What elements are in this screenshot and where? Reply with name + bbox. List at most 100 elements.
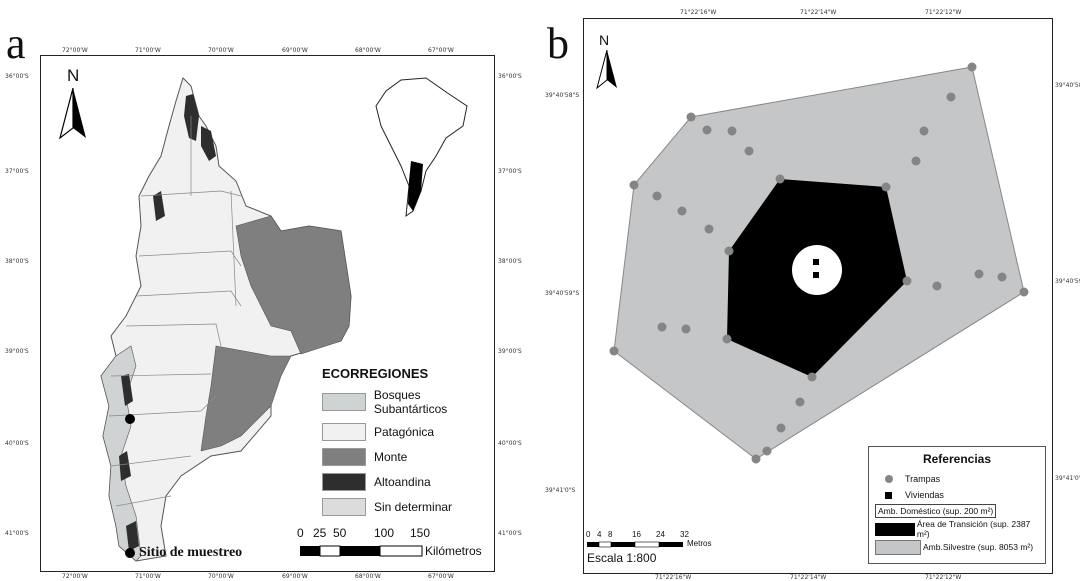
legend-label: Altoandina	[374, 475, 431, 489]
legend-label: Monte	[374, 450, 408, 464]
legend-swatch	[322, 423, 366, 441]
coord-tick-label: 36°00'S	[5, 73, 29, 80]
panel-b-scalebar: 0 4 8 16 24 32 Metros Escala 1:800	[586, 530, 747, 570]
coord-tick-label: 39°41'0"S	[1055, 475, 1080, 482]
trap-point	[967, 62, 977, 72]
trap-point	[946, 92, 956, 102]
trap-point	[776, 423, 786, 433]
panel-a-map-frame	[40, 55, 495, 572]
north-arrow-icon	[58, 88, 86, 140]
panel-a-north-arrow: N	[56, 66, 96, 146]
coord-tick-label: 70°00'W	[208, 573, 234, 580]
panel-b-letter: b	[547, 19, 569, 68]
house-marker	[813, 272, 819, 278]
trap-point	[744, 146, 754, 156]
north-label: N	[67, 66, 80, 85]
coord-tick-label: 69°00'W	[282, 573, 308, 580]
legend-title: ECORREGIONES	[322, 366, 429, 381]
coord-tick-label: 37°00'S	[5, 168, 29, 175]
ref-transition: Área de Transición (sup. 2387 m²)	[869, 519, 1045, 539]
region-altoandina-4	[121, 374, 133, 406]
north-arrow-icon	[596, 50, 617, 90]
trap-point	[657, 322, 667, 332]
legend-swatch	[322, 393, 366, 411]
coord-tick-label: 39°00'S	[5, 348, 29, 355]
ref-domestic: Amb. Doméstico (sup. 200 m²)	[869, 502, 1045, 520]
scale-tick-label: 50	[333, 526, 347, 540]
trap-point	[919, 126, 929, 136]
trap-point	[629, 180, 639, 190]
coord-tick-label: 68°00'W	[355, 47, 381, 54]
coord-tick-label: 71°22'12"W	[925, 9, 962, 16]
trap-point	[681, 324, 691, 334]
coord-tick-label: 41°00'S	[5, 530, 29, 537]
scale-tick-label: 100	[374, 526, 395, 540]
coord-tick-label: 71°22'16"W	[655, 574, 692, 581]
coord-tick-label: 67°00'W	[428, 573, 454, 580]
scale-tick-label: 0	[297, 526, 304, 540]
trap-point	[795, 397, 805, 407]
scale-tick-label: 16	[632, 530, 641, 539]
trap-point	[932, 281, 942, 291]
trap-point	[751, 454, 761, 464]
coord-tick-label: 38°00'S	[5, 258, 29, 265]
trap-point	[724, 246, 734, 256]
scale-tick-label: 0	[586, 530, 591, 539]
province-outline	[100, 77, 352, 562]
region-altoandina-2	[201, 126, 216, 161]
area-domestic	[792, 245, 842, 295]
house-icon	[885, 491, 892, 499]
coord-tick-label: 39°41'0"S	[545, 487, 576, 494]
scale-tick-label: 4	[597, 530, 602, 539]
ref-traps-label: Trampas	[905, 474, 941, 484]
coord-tick-label: 70°00'W	[208, 47, 234, 54]
legend-item: Bosques Subantárticos	[322, 388, 497, 416]
references-title: Referencias	[922, 452, 992, 466]
trap-point	[686, 112, 696, 122]
coord-tick-label: 37°00'S	[498, 168, 522, 175]
ref-houses: Viviendas	[869, 488, 1045, 502]
coord-tick-label: 39°40'59"S	[545, 290, 580, 297]
trap-point	[911, 156, 921, 166]
legend-item: Altoandina	[322, 473, 497, 491]
scalebar-graphic	[300, 545, 423, 557]
scale-unit: Metros	[687, 539, 712, 548]
trap-point	[704, 224, 714, 234]
trap-point	[727, 126, 737, 136]
legend-label: Sin determinar	[374, 500, 453, 514]
ref-transition-swatch	[875, 522, 915, 536]
trap-point	[775, 174, 785, 184]
region-monte-2	[200, 345, 292, 452]
coord-tick-label: 68°00'W	[355, 573, 381, 580]
sample-site-label: Sitio de muestreo	[139, 545, 243, 560]
trap-point	[974, 269, 984, 279]
trap-point	[762, 446, 772, 456]
coord-tick-label: 71°00'W	[135, 573, 161, 580]
trap-point	[609, 346, 619, 356]
coord-tick-label: 39°40'58"S	[1055, 82, 1080, 89]
region-altoandina-6	[126, 521, 139, 551]
ref-wild-swatch	[875, 539, 921, 555]
north-label: N	[599, 32, 610, 48]
ecoregion-legend: ECORREGIONES Bosques Subantárticos Patagó…	[322, 366, 497, 516]
trap-icon	[885, 475, 893, 483]
legend-label: Bosques Subantárticos	[373, 388, 448, 416]
ref-domestic-swatch: Amb. Doméstico (sup. 200 m²)	[875, 504, 997, 518]
legend-label: Patagónica	[374, 425, 435, 439]
references-legend: Referencias Trampas Viviendas Amb. Domés…	[868, 446, 1046, 564]
scalebar-graphic	[587, 541, 683, 548]
trap-point	[1019, 287, 1029, 297]
department-borders	[108, 116, 242, 507]
legend-item: Monte	[322, 448, 497, 466]
scale-tick-label: 8	[608, 530, 613, 539]
coord-tick-label: 39°40'59"S	[1055, 278, 1080, 285]
scale-tick-label: 25	[313, 526, 327, 540]
trap-point	[902, 276, 912, 286]
trap-point	[722, 334, 732, 344]
ref-traps: Trampas	[869, 470, 1045, 488]
scale-tick-label: 24	[656, 530, 665, 539]
legend-item: Sin determinar	[322, 498, 497, 516]
region-monte-3	[254, 249, 277, 270]
legend-swatch	[322, 473, 366, 491]
trap-point	[652, 191, 662, 201]
